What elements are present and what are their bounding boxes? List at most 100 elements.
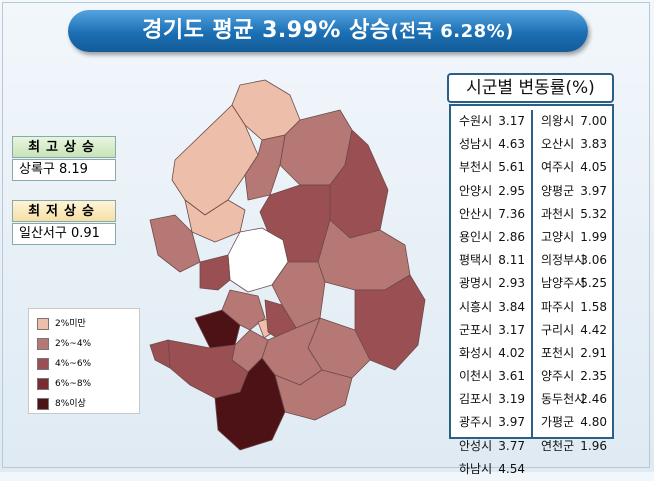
rate-row: 수원시 3.17 [451,110,531,133]
region-name: 오산시 [541,137,575,152]
region-rate: 1.58 [580,299,607,314]
rate-row: 안양시 2.95 [451,180,531,203]
region-rate: 5.32 [580,206,607,221]
legend-label: 4%~6% [55,359,92,369]
region-name: 양평군 [541,183,575,198]
region-rate: 4.63 [498,137,525,152]
region-rate: 2.46 [580,392,607,407]
legend-swatch-0 [37,318,49,330]
legend-label: 6%~8% [55,379,92,389]
rate-row: 광명시 2.93 [451,272,531,295]
region-rate: 3.61 [498,369,525,384]
region-name: 안성시 [459,438,493,453]
region-name: 부천시 [459,160,493,175]
title-sub: (전국 6.28%) [390,21,514,42]
region-name: 포천시 [541,345,575,360]
region-name: 의정부시 [541,253,586,268]
region-name: 광주시 [459,415,493,430]
region-goyang [184,199,246,243]
region-name: 군포시 [459,322,493,337]
region-pyeongtaek [214,357,286,451]
region-rate: 3.97 [498,415,525,430]
region-rate: 4.80 [580,415,607,430]
region-name: 여주시 [541,160,575,175]
legend-item: 2%미만 [29,315,139,333]
rate-row: 시흥시 3.84 [451,296,531,319]
rate-row: 연천군 1.96 [533,435,613,458]
legend-item: 2%~4% [29,335,139,353]
region-rate: 2.35 [580,369,607,384]
rate-row: 의왕시 7.00 [533,110,613,133]
region-rate: 7.36 [498,206,525,221]
region-rate: 8.11 [498,253,525,268]
region-yangju [244,134,286,201]
rate-table: 수원시 3.17 성남시 4.63 부천시 5.61 안양시 2.95 안산시 7.36 용인시 2.… [449,104,614,476]
rate-row: 동두천시 2.46 [533,388,613,411]
region-name: 하남시 [459,461,493,476]
region-name: 연천군 [541,438,575,453]
region-rate: 2.95 [498,183,525,198]
region-rate: 3.84 [498,299,525,314]
legend-label: 2%~4% [55,339,92,349]
legend-label: 8%이상 [55,399,86,409]
region-name: 김포시 [459,392,493,407]
legend-swatch-2 [37,358,49,370]
legend-swatch-4 [37,398,49,410]
rate-row: 하남시 4.54 [451,458,531,481]
region-name: 성남시 [459,137,493,152]
region-name: 수원시 [459,114,493,128]
region-name: 양주시 [541,369,575,384]
region-rate: 5.25 [580,276,607,291]
page-title: 경기도 평균 3.99% 상승(전국 6.28%) [68,10,588,52]
region-rate: 4.05 [580,160,607,175]
region-rate: 3.19 [498,392,525,407]
region-name: 동두천시 [541,392,586,407]
region-rate: 4.54 [498,461,525,476]
rate-column-right: 의왕시 7.00 오산시 3.83 여주시 4.05 양평군 3.97 과천시 5.32 고양시 1.… [533,110,613,458]
legend-swatch-3 [37,378,49,390]
region-name: 고양시 [541,229,575,244]
rate-row: 과천시 5.32 [533,203,613,226]
rate-column-left: 수원시 3.17 성남시 4.63 부천시 5.61 안양시 2.95 안산시 7.36 용인시 2.… [451,110,533,476]
region-hwaseong-coast [149,339,171,369]
region-ansan [194,309,241,349]
legend-item: 4%~6% [29,355,139,373]
region-name: 남양주시 [541,276,586,291]
highest-value: 상록구 8.19 [12,159,116,181]
rate-row: 김포시 3.19 [451,388,531,411]
rate-row: 구리시 4.42 [533,319,613,342]
region-rate: 3.77 [498,438,525,453]
region-rate: 4.02 [498,345,525,360]
region-paju [171,104,259,216]
region-name: 용인시 [459,229,493,244]
rate-row: 안산시 7.36 [451,203,531,226]
map-legend: 2%미만 2%~4% 4%~6% 6%~8% 8%이상 [28,308,140,414]
rate-row: 가평군 4.80 [533,411,613,434]
rate-row: 의정부시 3.06 [533,249,613,272]
rate-row: 성남시 4.63 [451,133,531,156]
region-name: 파주시 [541,299,575,314]
region-name: 광명시 [459,276,493,291]
region-name: 과천시 [541,206,575,221]
region-rate: 4.42 [580,322,607,337]
rate-row: 군포시 3.17 [451,319,531,342]
image-frame [2,2,650,468]
region-rate: 3.83 [580,137,607,152]
region-rate: 2.86 [498,229,525,244]
region-rate: 3.17 [498,114,525,128]
rate-row: 고양시 1.99 [533,226,613,249]
rate-table-header: 시군별 변동률(%) [447,73,614,103]
rate-row: 안성시 3.77 [451,435,531,458]
rate-row: 용인시 2.86 [451,226,531,249]
rate-row: 화성시 4.02 [451,342,531,365]
region-rate: 3.06 [580,253,607,268]
region-rate: 1.99 [580,229,607,244]
legend-label: 2%미만 [55,319,86,329]
rate-row: 평택시 8.11 [451,249,531,272]
region-rate: 2.91 [580,345,607,360]
region-rate: 1.96 [580,438,607,453]
lowest-label: 최저상승 [12,200,116,222]
title-main: 경기도 평균 3.99% 상승 [142,18,391,43]
rate-row: 양주시 2.35 [533,365,613,388]
